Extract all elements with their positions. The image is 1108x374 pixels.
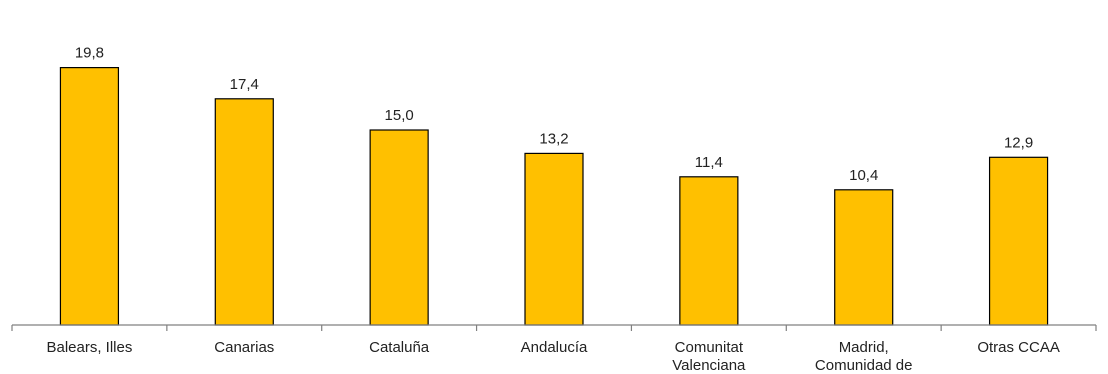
bar: [988, 156, 1049, 326]
x-tick-label: Canarias: [214, 339, 274, 356]
bar: [524, 152, 584, 326]
x-tick-label: Comunidad de: [815, 357, 913, 374]
bar-value-label: 12,9: [1004, 134, 1033, 151]
bar: [679, 176, 739, 326]
bar-value-label: 19,8: [75, 45, 104, 62]
bar-value-label: 10,4: [849, 167, 878, 184]
x-tick-label: Otras CCAA: [977, 339, 1060, 356]
x-tick-label: Balears, Illes: [46, 339, 132, 356]
bar-value-label: 17,4: [230, 76, 259, 93]
bar-value-label: 13,2: [539, 130, 568, 147]
bar: [834, 189, 894, 326]
x-tick-label: Madrid,: [839, 339, 889, 356]
x-tick-label: Comunitat: [675, 339, 744, 356]
bars-group: [59, 66, 1049, 326]
bar-value-label: 11,4: [695, 154, 723, 171]
value-labels-group: 19,8 17,4 15,0 13,2 11,4 10,4 12,9: [75, 45, 1033, 184]
x-tick-label: Cataluña: [369, 339, 430, 356]
bar: [214, 98, 274, 326]
bar: [59, 66, 120, 326]
x-tick-label: Valenciana: [672, 357, 746, 374]
bar-value-label: 15,0: [385, 107, 414, 124]
bar: [369, 129, 429, 326]
tick-marks-group: [11, 325, 1097, 331]
tick-labels-group: Balears, Illes Canarias Cataluña Andalucía C…: [46, 339, 1059, 374]
x-tick-label: Andalucía: [521, 339, 588, 356]
